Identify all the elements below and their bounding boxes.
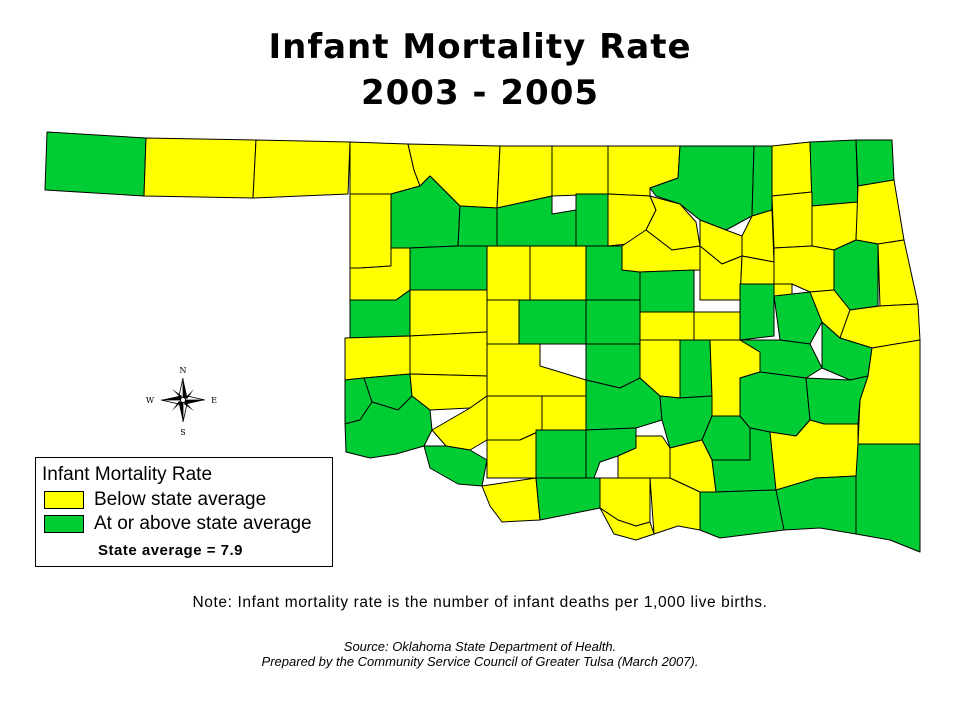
county-region: [639, 269, 695, 313]
legend-label-above: At or above state average: [94, 513, 312, 534]
county-region: [775, 475, 857, 535]
county-region: [409, 331, 488, 377]
county-region: [344, 335, 411, 381]
legend-swatch-below: [44, 491, 84, 509]
county-region: [739, 283, 775, 341]
county-region: [535, 477, 601, 521]
county-region: [535, 429, 595, 479]
compass-south-label: S: [180, 428, 185, 437]
prepared-by-credit: Prepared by the Community Service Counci…: [261, 654, 699, 669]
map-title: Infant Mortality Rate: [268, 27, 692, 67]
county-region: [699, 489, 785, 539]
county-region: [143, 137, 257, 199]
county-region: [773, 291, 823, 345]
county-region: [679, 339, 713, 399]
county-region: [639, 311, 695, 341]
county-region: [877, 239, 919, 307]
compass-east-label: E: [211, 396, 217, 405]
legend-swatch-above: [44, 515, 84, 533]
county-region: [693, 311, 741, 341]
county-region: [409, 289, 488, 337]
county-region: [44, 131, 147, 197]
county-region: [529, 245, 587, 301]
county-region: [252, 139, 351, 199]
map-legend: Infant Mortality Rate Below state averag…: [35, 457, 333, 567]
county-region: [486, 245, 531, 301]
county-region: [741, 209, 775, 263]
legend-label-below: Below state average: [94, 489, 267, 510]
county-region: [855, 443, 921, 553]
compass-rose-icon: N S E W: [146, 366, 217, 437]
county-region: [457, 205, 498, 247]
county-region: [551, 145, 609, 197]
county-region: [585, 299, 641, 345]
county-region: [855, 139, 895, 187]
county-region: [486, 343, 587, 397]
county-region: [855, 179, 905, 245]
county-region: [739, 371, 811, 437]
county-region: [739, 339, 823, 379]
definition-note: Note: Infant mortality rate is the numbe…: [192, 594, 768, 611]
county-region: [771, 191, 813, 249]
county-region: [486, 299, 520, 345]
county-region: [809, 139, 859, 207]
map-subtitle-years: 2003 - 2005: [360, 73, 600, 113]
source-credit: Source: Oklahoma State Department of Hea…: [343, 639, 617, 654]
county-region: [344, 395, 433, 459]
county-region: [409, 245, 488, 291]
county-region: [751, 145, 773, 217]
legend-title: Infant Mortality Rate: [42, 464, 213, 485]
county-region: [349, 193, 392, 269]
county-region: [599, 507, 655, 541]
state-average-label: State average = 7.9: [98, 542, 244, 559]
county-region: [771, 141, 813, 197]
county-region: [423, 445, 488, 487]
compass-north-label: N: [180, 366, 187, 375]
compass-west-label: W: [146, 396, 155, 405]
county-region: [481, 477, 541, 523]
county-region: [805, 375, 869, 425]
county-region: [541, 395, 587, 431]
county-region: [575, 193, 609, 247]
county-region: [518, 299, 587, 345]
